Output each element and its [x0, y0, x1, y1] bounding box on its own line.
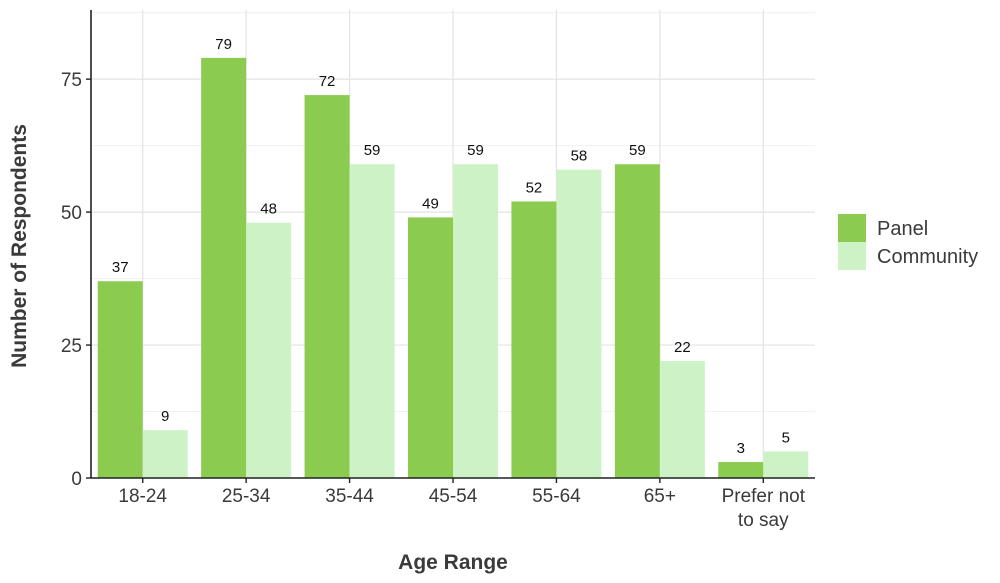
bar-panel-1: [97, 281, 143, 478]
legend-label-panel: Panel: [877, 218, 928, 240]
x-axis-title: Age Range: [398, 551, 508, 574]
bar-panel-3: [304, 95, 350, 478]
x-tick-label: 65+: [644, 486, 676, 507]
legend-label-community: Community: [877, 246, 978, 268]
y-axis-title: Number of Respondents: [8, 124, 31, 368]
data-label: 49: [422, 195, 439, 212]
data-label: 48: [260, 201, 277, 218]
bars: [97, 57, 809, 479]
bar-panel-2: [201, 57, 247, 478]
bar-panel-7: [718, 462, 764, 478]
bar-community-7: [763, 451, 809, 478]
data-label: 9: [161, 408, 169, 425]
legend-key-panel: [838, 214, 866, 242]
y-tick-label: 50: [61, 203, 82, 224]
axes: [86, 10, 815, 483]
tick-labels: 0 25 50 75 18-24 25-34 35-44 45-54 55-64 65+ Prefe…: [61, 70, 806, 531]
x-tick-label: 25-34: [222, 486, 271, 507]
x-tick-label: 45-54: [429, 486, 478, 507]
data-label: 59: [467, 142, 484, 159]
data-label: 5: [782, 429, 790, 446]
data-label: 52: [526, 179, 543, 196]
x-tick-label: 35-44: [325, 486, 374, 507]
data-label: 37: [112, 259, 129, 276]
data-label: 22: [674, 339, 691, 356]
data-labels: 37 9 79 48 72 59 49 59 52 58 59 22 3 5: [112, 36, 790, 457]
data-label: 59: [629, 142, 646, 159]
data-label: 79: [215, 36, 232, 53]
bar-community-1: [142, 430, 188, 478]
bar-community-2: [246, 222, 292, 478]
y-tick-label: 75: [61, 70, 82, 91]
y-tick-label: 0: [71, 469, 82, 490]
legend-key-community: [838, 242, 866, 270]
bar-community-4: [453, 164, 498, 478]
bar-community-5: [556, 169, 602, 478]
y-tick-label: 25: [61, 336, 82, 357]
data-label: 59: [364, 142, 381, 159]
bar-community-6: [659, 361, 705, 478]
bar-community-3: [349, 164, 395, 478]
data-label: 3: [737, 440, 745, 457]
x-tick-label: Prefer not to say: [722, 486, 806, 531]
x-tick-label: 18-24: [118, 486, 167, 507]
x-tick-label: 55-64: [532, 486, 581, 507]
legend: Panel Community: [838, 214, 978, 270]
data-label: 58: [571, 148, 588, 165]
bar-panel-5: [511, 201, 557, 479]
data-label: 72: [319, 73, 336, 90]
bar-panel-4: [408, 217, 453, 478]
bar-panel-6: [614, 164, 660, 478]
